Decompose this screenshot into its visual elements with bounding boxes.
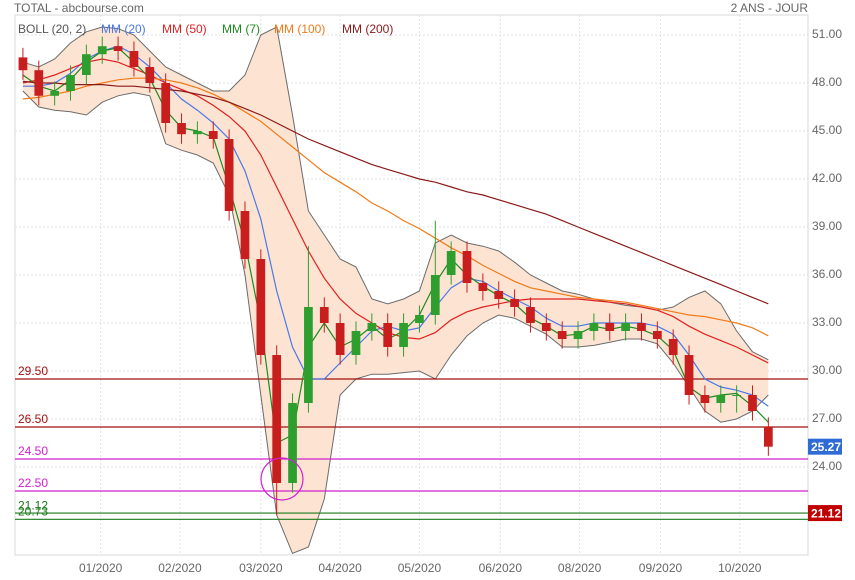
level-label: 22.50 [18,476,48,490]
candle-body [557,331,567,339]
chart-title: TOTAL - abcbourse.com [14,1,144,15]
candle-body [335,323,345,355]
y-tick-label: 51.00 [812,27,842,41]
candle-body [573,331,583,339]
candle-body [668,339,678,355]
candle-body [240,211,250,259]
candle-body [605,323,615,331]
candle-body [351,331,361,355]
legend-entry: MM (20) [101,22,146,36]
candle-body [224,139,234,211]
legend-entry: BOLL (20, 2) [18,22,86,36]
candle-body [18,57,28,71]
level-label: 21.12 [18,498,48,512]
candle-body [510,299,519,307]
period-label: 2 ANS - JOUR [731,1,809,15]
moving-average [22,80,769,305]
candle-body [430,275,440,315]
price-badge [808,505,842,522]
candle-body [541,323,551,331]
y-tick-label: 42.00 [812,171,842,185]
y-tick-label: 36.00 [812,267,842,281]
candle-body [383,323,393,347]
candle-body [177,123,186,135]
level-label: 26.50 [18,412,48,426]
candle-body [621,323,630,331]
candle-body [256,259,266,355]
candle-body [399,323,408,347]
price-badge-label: 21.12 [811,506,841,520]
candle-body [145,67,155,83]
x-tick-label: 06/2020 [479,561,523,575]
price-badge [808,438,842,455]
level-label: 24.50 [18,444,48,458]
candle-body [161,83,171,123]
plot-frame [14,14,809,556]
candle-body [193,131,202,135]
candle-body [526,307,535,323]
y-tick-label: 24.00 [812,459,842,473]
candle-body [763,427,773,447]
legend-entry: MM (100) [274,22,325,36]
candle-body [319,307,329,323]
candle-body [304,307,313,403]
candle-body [478,283,488,291]
candle-body [208,131,218,139]
candle-body [684,355,694,395]
y-tick-label: 45.00 [812,123,842,137]
x-tick-label: 04/2020 [318,561,362,575]
candle-body [272,355,282,483]
candle-body [34,70,44,96]
candle-body [748,395,757,411]
candle-body [462,251,472,283]
candle-body [288,403,297,483]
candle-body [637,323,646,331]
candle-body [367,323,377,331]
legend-entry: MM (200) [342,22,393,36]
candle-body [589,323,599,331]
x-tick-label: 03/2020 [239,561,283,575]
x-tick-label: 01/2020 [79,561,123,575]
bollinger-lower [22,90,769,555]
legend-entry: MM (50) [162,22,207,36]
y-tick-label: 39.00 [812,219,842,233]
candle-body [652,331,662,339]
candle-body [113,46,123,51]
y-tick-label: 48.00 [812,75,842,89]
bollinger-fill [22,27,769,554]
candle-body [732,395,741,396]
price-badge-label: 25.27 [811,440,841,454]
level-label: 29.50 [18,364,48,378]
legend-entry: MM (7) [222,22,260,36]
annotation-circle [260,457,304,501]
x-tick-label: 09/2020 [639,561,683,575]
candle-body [50,91,60,96]
candle-body [82,54,91,75]
candle-body [415,315,424,323]
level-label: 20.73 [18,504,48,518]
x-tick-label: 02/2020 [158,561,202,575]
x-tick-label: 05/2020 [398,561,442,575]
y-tick-label: 30.00 [812,363,842,377]
candle-body [700,395,710,403]
candle-body [716,395,726,403]
candle-body [446,251,456,275]
x-tick-label: 10/2020 [718,561,762,575]
y-tick-label: 33.00 [812,315,842,329]
candle-body [97,46,107,55]
x-tick-label: 08/2020 [558,561,602,575]
candle-body [129,51,139,67]
candle-body [494,291,504,299]
y-tick-label: 27.00 [812,411,842,425]
candle-body [66,75,75,91]
